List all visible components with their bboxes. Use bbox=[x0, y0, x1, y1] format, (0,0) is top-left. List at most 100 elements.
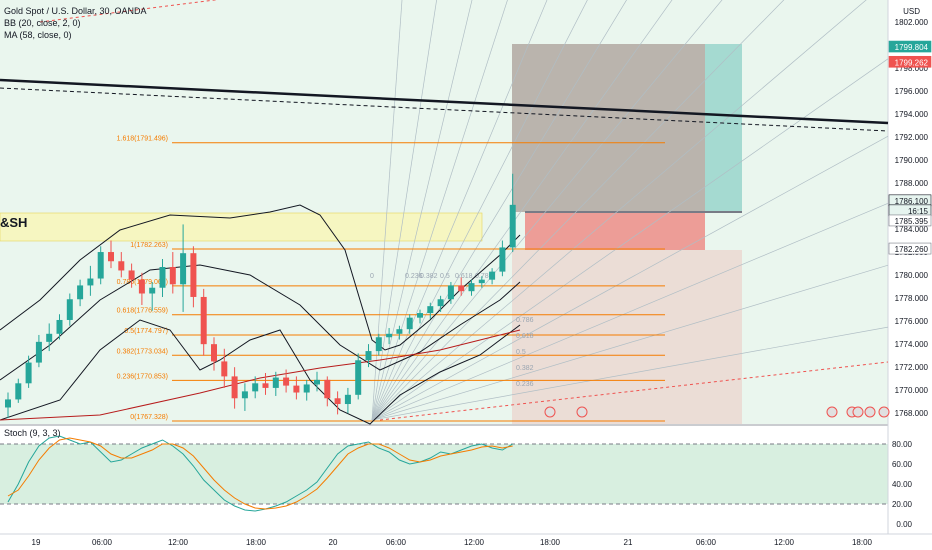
stoch-tick: 0.00 bbox=[896, 520, 912, 529]
symbol-title[interactable]: Gold Spot / U.S. Dollar, 30, OANDA bbox=[4, 6, 147, 16]
candle-body bbox=[355, 360, 362, 395]
time-tick: 20 bbox=[329, 538, 338, 547]
price-tag-label: 1799.804 bbox=[895, 43, 929, 52]
candle-body bbox=[221, 361, 228, 377]
candle-body bbox=[406, 317, 413, 330]
candle-body bbox=[489, 271, 496, 280]
fan-label-right: 0.236 bbox=[516, 381, 534, 388]
fan-line bbox=[371, 0, 673, 421]
fan-line bbox=[371, 264, 889, 421]
candle-body bbox=[46, 333, 53, 342]
candle-body bbox=[211, 344, 217, 362]
fan-label-right: 0.786 bbox=[516, 317, 534, 324]
stoch-tick: 40.00 bbox=[892, 480, 913, 489]
event-flag-icon bbox=[576, 406, 588, 418]
price-pane-background bbox=[0, 0, 888, 424]
price-tag-label: 1799.262 bbox=[895, 58, 929, 67]
fan-line bbox=[371, 135, 889, 421]
time-tick: 18:00 bbox=[852, 538, 873, 547]
fib-level-label: 0.382(1773.034) bbox=[117, 348, 168, 355]
time-tick: 18:00 bbox=[246, 538, 267, 547]
candle-body bbox=[87, 278, 94, 286]
bollinger-bands bbox=[0, 204, 521, 425]
price-tick: 1790.000 bbox=[895, 156, 929, 165]
price-tick: 1784.000 bbox=[895, 225, 929, 234]
fib-level-label: 0.5(1774.797) bbox=[124, 328, 168, 335]
price-tick: 1796.000 bbox=[895, 87, 929, 96]
candle-body bbox=[15, 383, 22, 400]
fib-retracement: 1.618(1791.496)1(1782.263)0.786(1779.065… bbox=[117, 136, 665, 422]
fan-label-right: 0.5 bbox=[516, 349, 526, 356]
candle-body bbox=[386, 333, 393, 338]
candle-body bbox=[293, 385, 300, 393]
event-flag-icon bbox=[864, 406, 876, 418]
price-tick: 1768.000 bbox=[895, 409, 929, 418]
candle-body bbox=[159, 267, 166, 288]
price-tag-label: 1786.100 bbox=[895, 197, 929, 206]
stoch-tick: 20.00 bbox=[892, 500, 913, 509]
fib-level-label: 0(1767.328) bbox=[130, 414, 168, 421]
fan-label: 0.5 bbox=[440, 273, 450, 280]
candle-body bbox=[97, 252, 104, 279]
candle-body bbox=[417, 313, 423, 318]
fan-line bbox=[371, 202, 889, 421]
fib-level-label: 1.618(1791.496) bbox=[117, 136, 168, 143]
stoch-axis[interactable]: 80.00 60.00 40.00 20.00 0.00 bbox=[892, 440, 913, 529]
fan-label: 0 bbox=[370, 273, 374, 280]
event-flag-icon bbox=[878, 406, 890, 418]
stoch-legend[interactable]: Stoch (9, 3, 3) bbox=[4, 428, 61, 438]
ma-legend[interactable]: MA (58, close, 0) bbox=[4, 30, 72, 40]
fan-label: 0.786 bbox=[475, 273, 493, 280]
price-tag-label: 1782.260 bbox=[895, 245, 929, 254]
price-axis[interactable]: 1802.0001800.0001798.0001796.0001794.000… bbox=[895, 18, 929, 418]
economic-event-markers[interactable] bbox=[544, 406, 890, 418]
price-axis-background bbox=[888, 0, 932, 534]
time-tick: 21 bbox=[624, 538, 633, 547]
fan-line bbox=[371, 0, 473, 421]
fan-line bbox=[371, 0, 627, 421]
candle-body bbox=[509, 204, 516, 248]
risk-zone-upper bbox=[512, 44, 705, 212]
time-tick: 12:00 bbox=[168, 538, 189, 547]
time-tick: 06:00 bbox=[696, 538, 717, 547]
candle-body bbox=[365, 351, 372, 361]
candle-body bbox=[200, 296, 207, 345]
price-tick: 1772.000 bbox=[895, 363, 929, 372]
bb-upper bbox=[0, 204, 521, 351]
candle-body bbox=[447, 285, 454, 300]
fan-line bbox=[371, 0, 548, 421]
stoch-k-line bbox=[7, 435, 513, 512]
candle-body bbox=[138, 279, 145, 294]
fan-line bbox=[371, 0, 588, 421]
stoch-d-line bbox=[7, 437, 513, 510]
sh-zone bbox=[0, 212, 483, 242]
candle-body bbox=[478, 279, 485, 284]
time-axis-background bbox=[0, 534, 932, 550]
bb-basis bbox=[0, 264, 521, 381]
price-tick: 1780.000 bbox=[895, 271, 929, 280]
candle-body bbox=[468, 283, 475, 292]
candle-body bbox=[77, 285, 84, 300]
candle-body bbox=[252, 383, 259, 392]
candle-body bbox=[241, 391, 248, 399]
fib-level-label: 0.618(1776.559) bbox=[117, 308, 168, 315]
price-tag-entry bbox=[888, 214, 932, 227]
price-tick: 1792.000 bbox=[895, 133, 929, 142]
price-tag-target bbox=[888, 40, 932, 53]
price-tick: 1802.000 bbox=[895, 18, 929, 27]
candle-body bbox=[499, 247, 506, 272]
fan-label: 0.382 bbox=[420, 273, 438, 280]
bb-legend[interactable]: BB (20, close, 2, 0) bbox=[4, 18, 81, 28]
trend-lines bbox=[0, 0, 889, 421]
red-dashed-trendline-top bbox=[39, 0, 219, 23]
fan-label-right: 0.382 bbox=[516, 365, 534, 372]
price-tag-label: 16:15 bbox=[908, 207, 929, 216]
price-tick: 1788.000 bbox=[895, 179, 929, 188]
fan-label: 0.236 bbox=[405, 273, 423, 280]
time-axis[interactable]: 19 06:00 12:00 18:00 20 06:00 12:00 18:00 21 06:0… bbox=[32, 538, 873, 547]
candle-body bbox=[262, 383, 269, 388]
fan-line bbox=[371, 0, 867, 421]
candle-body bbox=[66, 299, 73, 320]
stoch-band bbox=[0, 444, 888, 504]
